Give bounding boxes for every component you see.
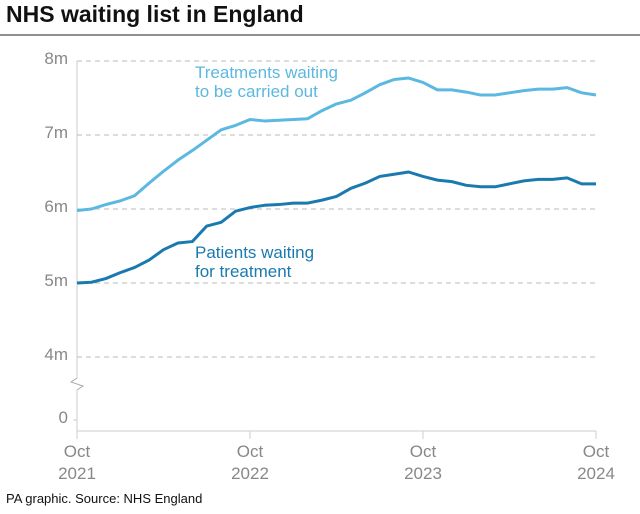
y-tick-label: 4m: [44, 345, 68, 364]
series-line: [76, 170, 596, 285]
x-tick-label: Oct 2023: [404, 442, 442, 484]
chart-title: NHS waiting list in England: [6, 1, 304, 27]
series-label: Patients waiting for treatment: [195, 243, 315, 281]
y-tick-label: 7m: [44, 123, 68, 142]
y-tick-label: 5m: [44, 271, 68, 290]
x-tick-label: Oct 2021: [58, 442, 96, 484]
source-note: PA graphic. Source: NHS England: [6, 491, 203, 506]
series-line: [76, 76, 597, 212]
x-tick-label: Oct 2022: [231, 442, 269, 484]
y-tick-label: 8m: [44, 49, 68, 68]
y-tick-label: 6m: [44, 197, 68, 216]
y-tick-label: 0: [58, 408, 68, 427]
series-label: Treatments waiting to be carried out: [195, 63, 338, 101]
axis-break: [69, 377, 85, 391]
x-tick-label: Oct 2024: [577, 442, 615, 484]
